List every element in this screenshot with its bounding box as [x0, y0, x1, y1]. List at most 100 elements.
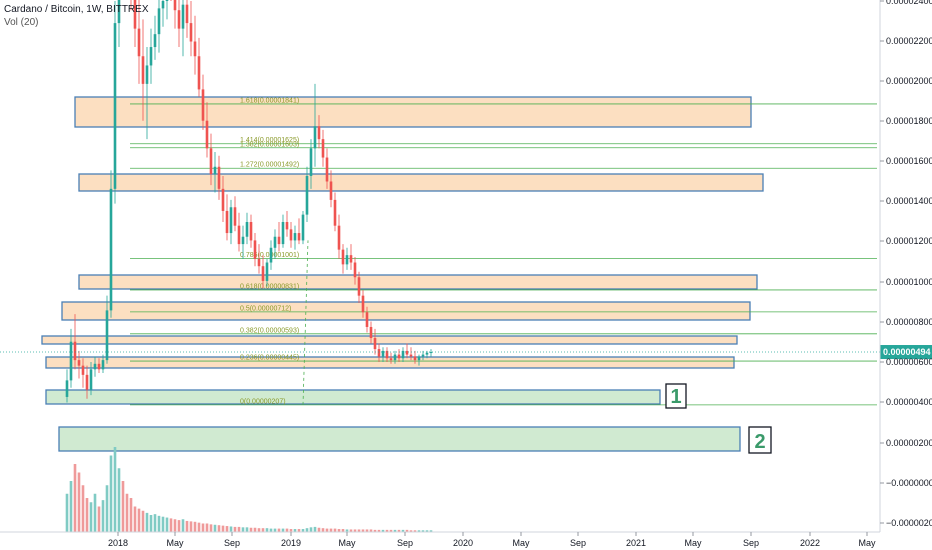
volume-bar — [105, 485, 109, 532]
x-axis-tick-label: Sep — [224, 538, 240, 548]
zone-rectangle — [41, 335, 738, 345]
candle-body — [425, 352, 429, 355]
volume-bar — [285, 528, 289, 532]
volume-bar — [365, 529, 369, 532]
volume-bar — [109, 455, 113, 532]
volume-bar — [245, 527, 249, 532]
volume-indicator-label: Vol (20) — [4, 17, 39, 28]
x-axis-tick-label: 2019 — [281, 538, 301, 548]
candle-body — [205, 120, 209, 149]
volume-bar — [173, 519, 177, 532]
candle-body — [357, 277, 361, 296]
x-axis-tick-label: 2018 — [108, 538, 128, 548]
x-axis-tick-label: May — [338, 538, 356, 548]
candle-body — [213, 166, 217, 175]
candle-body — [321, 139, 325, 158]
candle-body — [181, 4, 185, 29]
candle-body — [333, 199, 337, 226]
y-axis-tick-label: 0.00002200 — [886, 36, 932, 46]
candle-body — [245, 222, 249, 237]
candle-body — [77, 360, 81, 366]
zone-rectangle — [58, 426, 741, 452]
y-axis-tick-label: 0.00000800 — [886, 317, 932, 327]
volume-bar — [253, 527, 257, 532]
candle-body — [421, 354, 425, 357]
fib-level-label: 1.272(0.00001492) — [240, 162, 299, 169]
volume-bar — [149, 515, 153, 532]
zone-label-text: 2 — [754, 431, 765, 453]
candle-body — [277, 236, 281, 245]
volume-bar — [241, 527, 245, 532]
candle-body — [189, 23, 193, 42]
volume-bar — [65, 493, 69, 532]
volume-bar — [389, 529, 393, 532]
candle-body — [97, 363, 101, 370]
candle-body — [73, 341, 77, 361]
candle-body — [389, 358, 393, 361]
volume-bar — [201, 523, 205, 532]
volume-bar — [261, 528, 265, 532]
candle-body — [361, 295, 365, 313]
candle-body — [201, 89, 205, 121]
candle-body — [385, 350, 389, 359]
y-axis-tick-label: 0.00001600 — [886, 156, 932, 166]
x-axis-tick-label: May — [166, 538, 184, 548]
last-price-tag — [880, 345, 932, 360]
zone-rectangles — [41, 96, 764, 452]
volume-bar — [405, 529, 409, 532]
candle-body — [133, 0, 137, 29]
candle-body — [337, 225, 341, 250]
fib-level-label: 1.414(0.00001625) — [240, 137, 299, 144]
volume-bar — [329, 528, 333, 532]
candle-body — [65, 380, 69, 397]
volume-bar — [165, 517, 169, 532]
volume-bar — [133, 506, 137, 532]
y-axis-tick-label: 0.00001800 — [886, 116, 932, 126]
volume-bar — [277, 528, 281, 532]
volume-bar — [137, 508, 141, 532]
volume-bar — [345, 529, 349, 532]
zone-rectangle — [45, 389, 661, 405]
zone-rectangle — [45, 356, 735, 369]
x-axis-tick-label: Sep — [743, 538, 759, 548]
fib-levels: 1.618(0.00001841) 1.414(0.00001625)1.382(… — [130, 97, 877, 405]
volume-bar — [213, 524, 217, 532]
volume-bar — [325, 528, 329, 532]
candle-body — [273, 236, 277, 248]
candle-body — [269, 247, 273, 263]
volume-bar — [193, 521, 197, 532]
volume-bar — [197, 522, 201, 532]
zone-label-box — [665, 383, 687, 409]
volume-bar — [77, 472, 81, 532]
volume-bar — [81, 485, 85, 532]
candle-body — [165, 0, 169, 1]
volume-bar — [349, 529, 353, 532]
candle-body — [397, 354, 401, 359]
volume-bar — [93, 493, 97, 532]
candle-body — [173, 0, 177, 11]
volume-bar — [373, 529, 377, 532]
x-axis-tick-label: 2022 — [800, 538, 820, 548]
candle-body — [313, 126, 317, 149]
volume-bar — [413, 530, 417, 532]
volume-bar — [89, 502, 93, 532]
zone-rectangle — [78, 274, 758, 290]
candle-body — [185, 4, 189, 24]
x-axis-tick-label: May — [684, 538, 702, 548]
volume-bar — [181, 519, 185, 532]
candle-body — [241, 236, 245, 245]
candle-body — [69, 341, 73, 381]
candle-body — [177, 10, 181, 29]
volume-bar — [73, 464, 77, 532]
fib-level-label: 0.5(0.00000712) — [240, 305, 291, 312]
volume-bar — [309, 527, 313, 532]
candle-body — [137, 28, 141, 57]
x-axis: 2018 May Sep 2019 May Sep 2020 May Sep 2021 May Sep… — [0, 531, 880, 548]
y-axis-tick-label: 0.00002000 — [886, 76, 932, 86]
volume-bar — [313, 526, 317, 532]
last-price-line: 0.00000494 — [0, 345, 932, 360]
candle-body — [249, 222, 253, 241]
candle-body — [261, 266, 265, 281]
volume-bar — [229, 526, 233, 532]
